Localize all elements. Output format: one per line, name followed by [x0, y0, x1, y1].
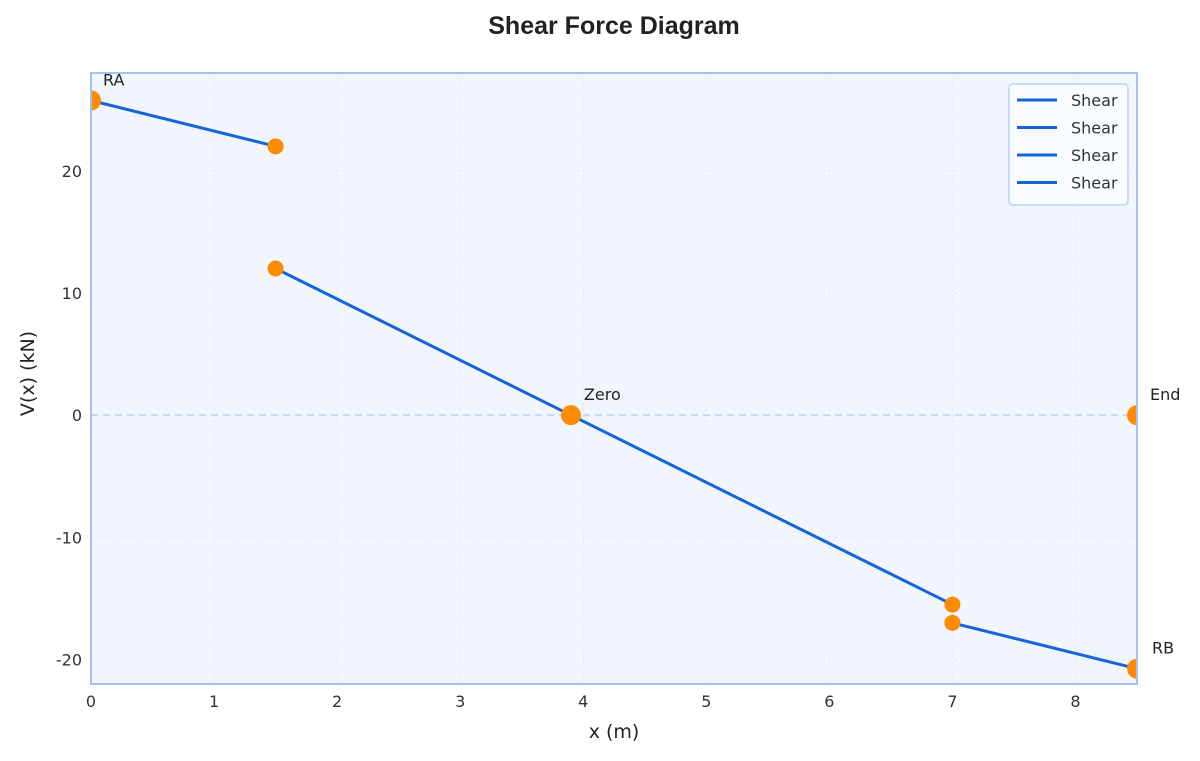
x-tick-label: 0 [86, 692, 96, 711]
y-tick-label: 20 [62, 162, 82, 181]
x-tick-label: 5 [701, 692, 711, 711]
y-tick-label: 10 [62, 284, 82, 303]
y-tick-label: 0 [72, 406, 82, 425]
x-tick-label: 3 [455, 692, 465, 711]
annotation-end: End [1150, 385, 1180, 404]
data-point-marker [91, 90, 101, 111]
annotations: RA Zero RB End [103, 70, 1180, 657]
x-tick-label: 1 [209, 692, 219, 711]
annotation-rb: RB [1152, 639, 1174, 658]
x-axis-label: x (m) [589, 721, 640, 743]
y-tick-label: -20 [56, 651, 82, 670]
x-tick-label: 2 [332, 692, 342, 711]
plot-frame [90, 72, 1138, 685]
legend-label: Shear [1071, 119, 1118, 138]
y-axis-label: V(x) (kN) [17, 331, 39, 416]
data-point-marker [944, 614, 961, 631]
data-point-marker [267, 260, 284, 277]
legend-label: Shear [1071, 174, 1118, 193]
legend: Shear Shear Shear Shear [1008, 83, 1129, 206]
legend-box [1008, 83, 1129, 206]
x-tick-label: 8 [1070, 692, 1080, 711]
chart-title: Shear Force Diagram [488, 12, 740, 40]
legend-label: Shear [1071, 91, 1118, 110]
annotation-ra: RA [103, 70, 124, 89]
y-tick-label: -10 [56, 528, 82, 547]
y-axis-ticks: -20 -10 0 10 20 [56, 162, 82, 670]
data-point-marker [1127, 658, 1137, 679]
x-axis-ticks: 0 1 2 3 4 5 6 7 8 [86, 692, 1081, 711]
x-tick-label: 7 [947, 692, 957, 711]
plot-area [91, 73, 1137, 684]
x-tick-label: 4 [578, 692, 588, 711]
data-point-marker [560, 405, 581, 426]
legend-label: Shear [1071, 146, 1118, 165]
data-point-marker [944, 596, 961, 613]
data-point-marker [1127, 405, 1137, 426]
shear-line [952, 621, 1138, 671]
data-point-marker [267, 138, 284, 155]
markers [91, 90, 1137, 679]
x-tick-label: 6 [824, 692, 834, 711]
shear-line [90, 99, 276, 148]
annotation-zero: Zero [584, 385, 621, 404]
